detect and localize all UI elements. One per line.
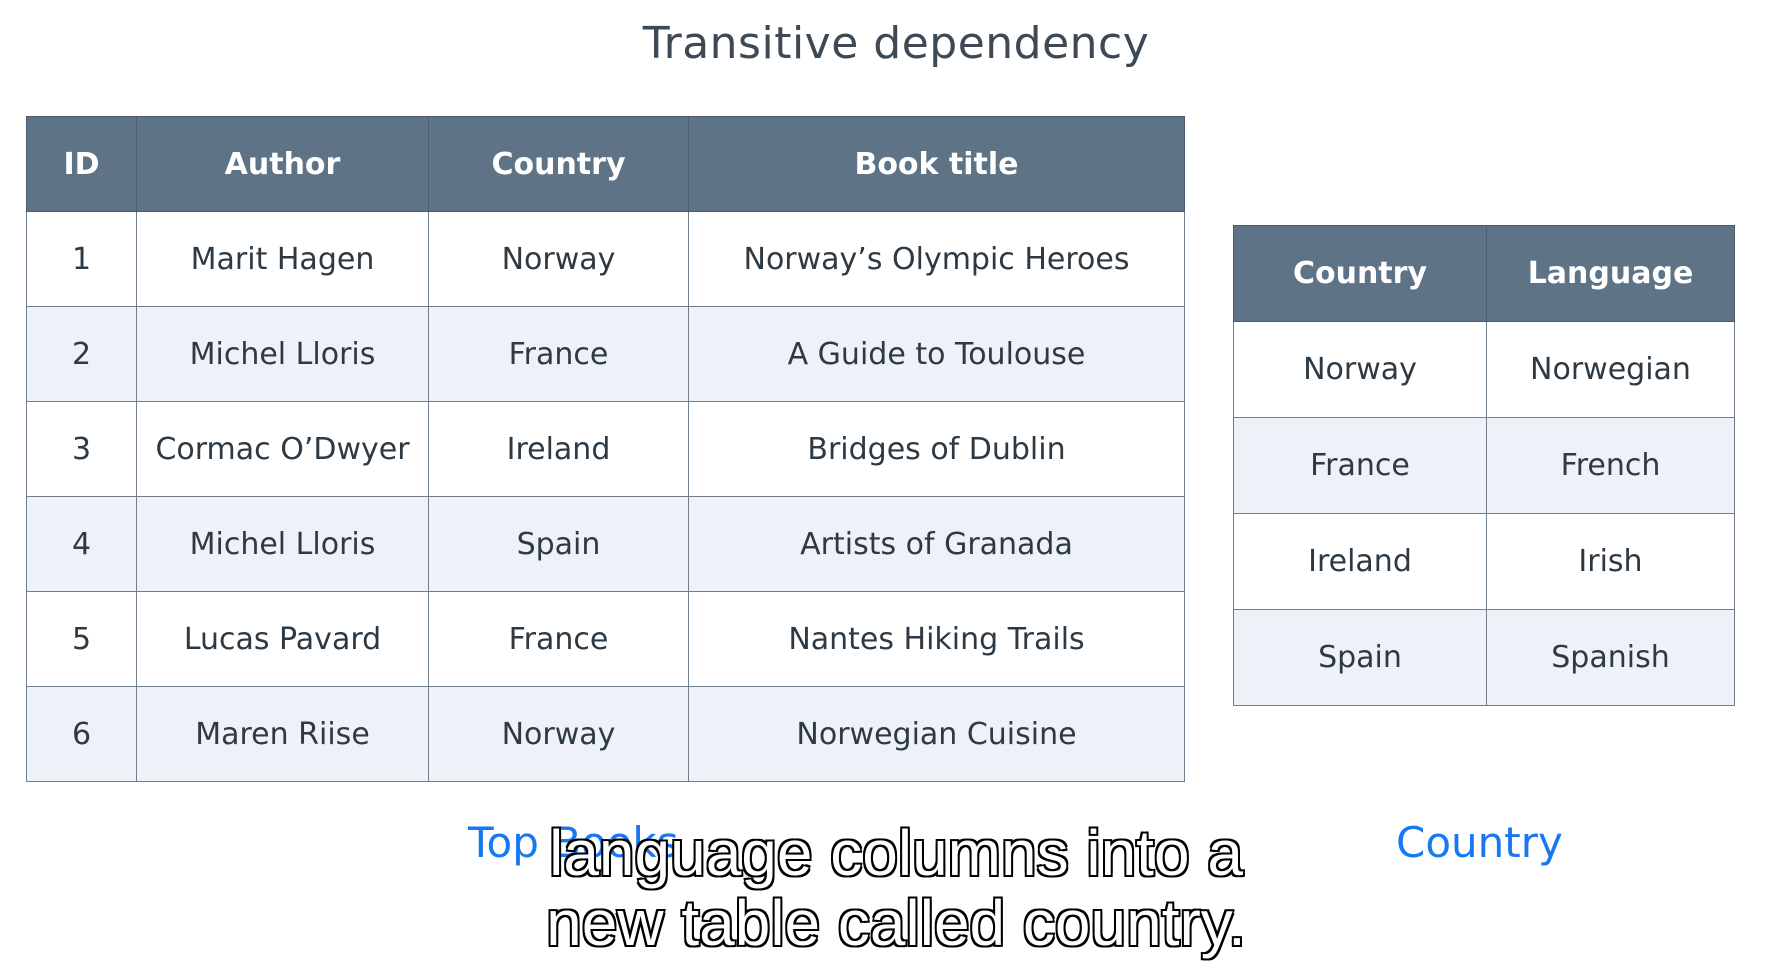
cell-author: Cormac O’Dwyer (136, 401, 429, 497)
table-row: Norway Norwegian (1233, 321, 1735, 418)
country-table: Country Language Norway Norwegian France… (1233, 225, 1735, 706)
column-header-id: ID (26, 116, 137, 212)
cell-country: Ireland (1233, 513, 1487, 610)
table-header-row: Country Language (1233, 225, 1735, 322)
cell-country: France (428, 591, 689, 687)
subtitle-line-1: language columns into a (548, 817, 1245, 890)
cell-book-title: Bridges of Dublin (688, 401, 1185, 497)
table-row: Ireland Irish (1233, 513, 1735, 610)
cell-id: 2 (26, 306, 137, 402)
cell-country: Spain (1233, 609, 1487, 706)
cell-country: Ireland (428, 401, 689, 497)
page-title: Transitive dependency (642, 18, 1150, 69)
cell-book-title: Nantes Hiking Trails (688, 591, 1185, 687)
cell-id: 5 (26, 591, 137, 687)
cell-author: Michel Lloris (136, 306, 429, 402)
country-caption: Country (1396, 818, 1563, 867)
column-header-country: Country (428, 116, 689, 212)
cell-country: Norway (1233, 321, 1487, 418)
cell-id: 6 (26, 686, 137, 782)
column-header-book-title: Book title (688, 116, 1185, 212)
cell-book-title: Norwegian Cuisine (688, 686, 1185, 782)
table-row: 1 Marit Hagen Norway Norway’s Olympic He… (26, 211, 1185, 307)
cell-country: Norway (428, 211, 689, 307)
top-books-table: ID Author Country Book title 1 Marit Hag… (26, 116, 1185, 782)
cell-country: France (428, 306, 689, 402)
cell-language: Spanish (1486, 609, 1735, 706)
table-row: Spain Spanish (1233, 609, 1735, 706)
table-row: 2 Michel Lloris France A Guide to Toulou… (26, 306, 1185, 402)
cell-book-title: Norway’s Olympic Heroes (688, 211, 1185, 307)
table-header-row: ID Author Country Book title (26, 116, 1185, 212)
subtitle-line-2: new table called country. (545, 887, 1248, 960)
table-row: France French (1233, 417, 1735, 514)
cell-author: Marit Hagen (136, 211, 429, 307)
cell-country: France (1233, 417, 1487, 514)
cell-id: 4 (26, 496, 137, 592)
cell-language: Irish (1486, 513, 1735, 610)
table-row: 6 Maren Riise Norway Norwegian Cuisine (26, 686, 1185, 782)
cell-language: French (1486, 417, 1735, 514)
cell-language: Norwegian (1486, 321, 1735, 418)
cell-book-title: Artists of Granada (688, 496, 1185, 592)
cell-id: 1 (26, 211, 137, 307)
table-row: 4 Michel Lloris Spain Artists of Granada (26, 496, 1185, 592)
cell-country: Norway (428, 686, 689, 782)
table-row: 3 Cormac O’Dwyer Ireland Bridges of Dubl… (26, 401, 1185, 497)
cell-author: Michel Lloris (136, 496, 429, 592)
column-header-author: Author (136, 116, 429, 212)
cell-author: Lucas Pavard (136, 591, 429, 687)
cell-book-title: A Guide to Toulouse (688, 306, 1185, 402)
video-subtitle: language columns into a new table called… (0, 817, 1792, 960)
cell-id: 3 (26, 401, 137, 497)
column-header-country: Country (1233, 225, 1487, 322)
table-row: 5 Lucas Pavard France Nantes Hiking Trai… (26, 591, 1185, 687)
top-books-caption: Top Books (468, 818, 679, 867)
cell-country: Spain (428, 496, 689, 592)
column-header-language: Language (1486, 225, 1735, 322)
cell-author: Maren Riise (136, 686, 429, 782)
